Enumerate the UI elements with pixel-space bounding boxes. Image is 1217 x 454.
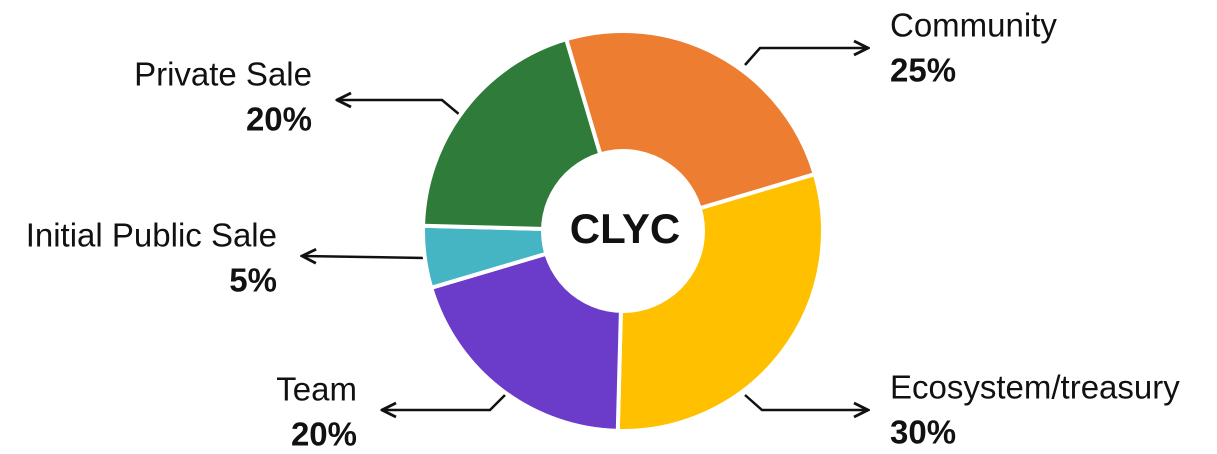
arrow [744,394,868,410]
donut-hole [541,149,705,313]
slice-label: Community [890,7,1057,44]
arrow [382,394,506,410]
slice-label: Private Sale [134,56,312,93]
value-label: 20% [291,416,357,453]
arrow [337,100,461,116]
value-label: 25% [890,52,956,89]
arrow [302,256,426,258]
arrows [302,48,868,410]
value-label: 30% [890,414,956,451]
slice-label: Initial Public Sale [26,217,277,254]
slice-label: Ecosystem/treasury [890,369,1180,406]
center-label: CLYC [570,205,680,252]
value-label: 20% [246,101,312,138]
arrow [744,48,868,66]
value-label: 5% [229,262,277,299]
slice-label: Team [276,371,357,408]
